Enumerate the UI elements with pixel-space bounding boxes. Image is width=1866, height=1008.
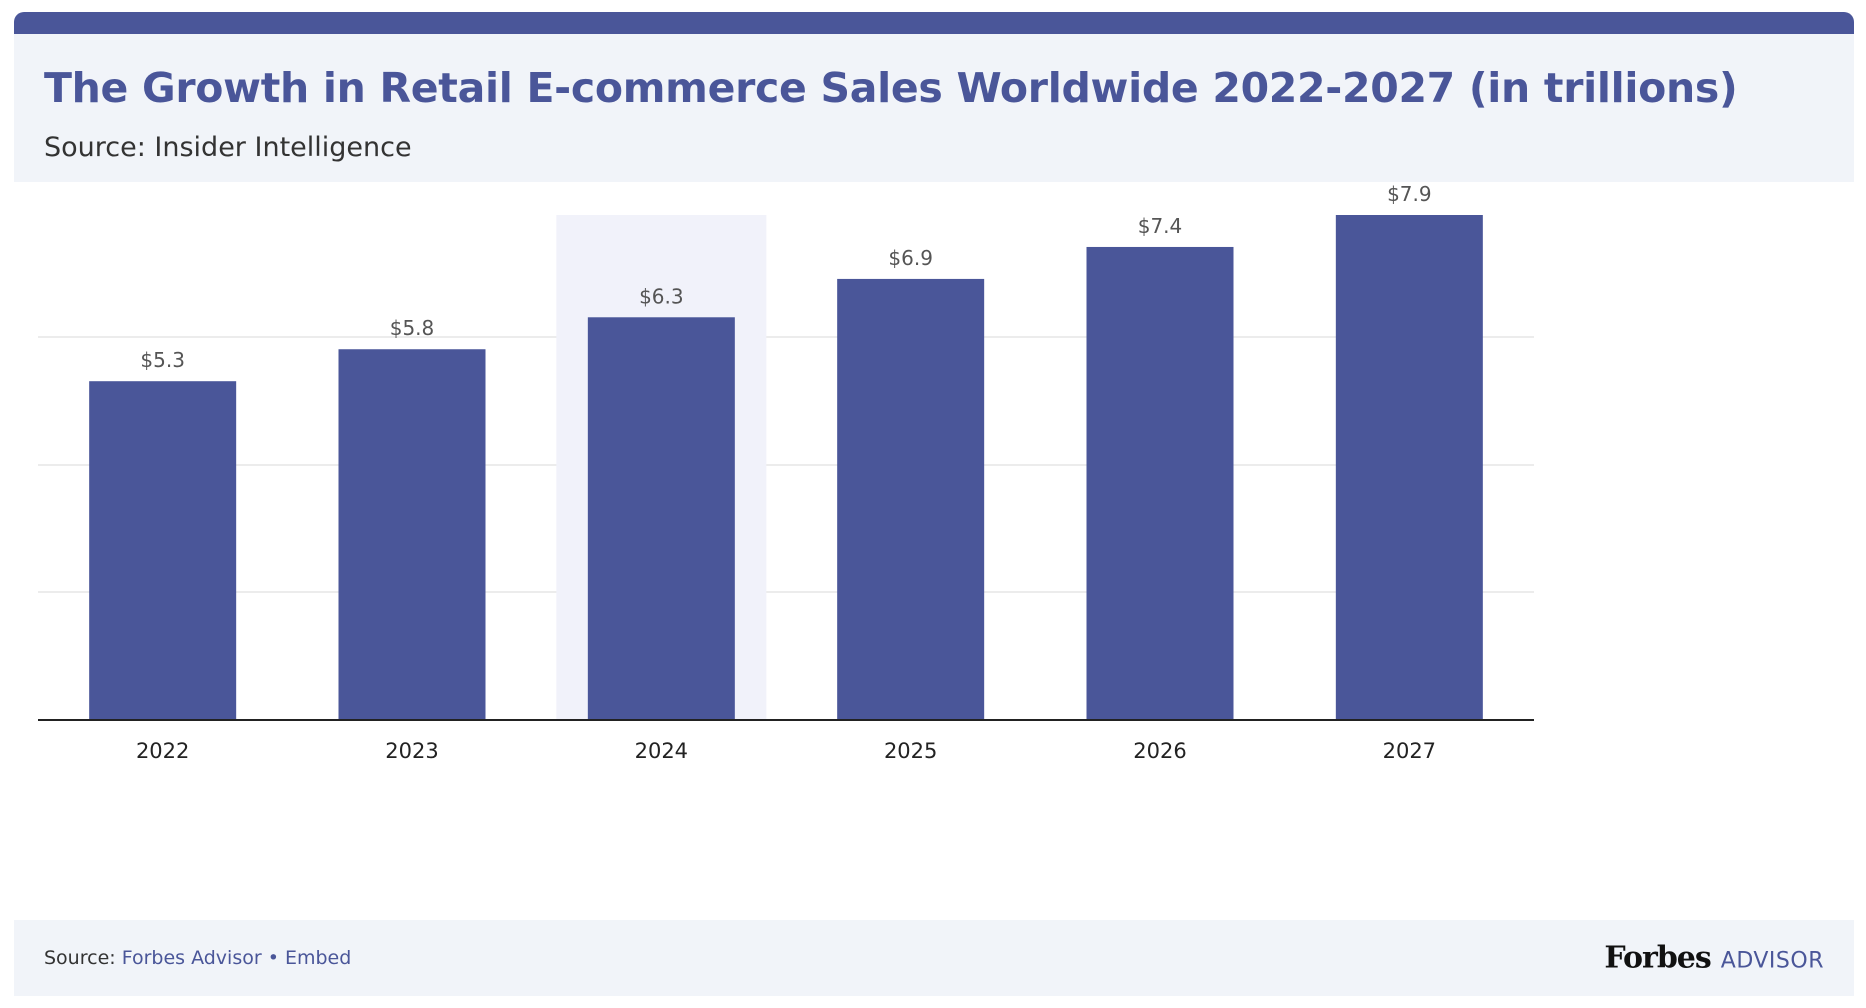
x-tick-2023: 2023 [385,739,438,763]
bar-2027 [1335,215,1483,720]
bar-2023 [338,349,486,720]
value-label-2026: $7.4 [1138,214,1183,238]
footer-separator: • [261,947,285,969]
value-label-2025: $6.9 [888,246,933,270]
top-accent-bar [14,12,1854,34]
value-label-2027: $7.9 [1387,182,1432,206]
bar-2022 [89,381,237,720]
bar-2025 [837,278,985,720]
forbes-advisor-logo: Forbes ADVISOR [1604,941,1824,976]
bar-2026 [1086,246,1234,720]
x-tick-2024: 2024 [635,739,688,763]
x-tick-2025: 2025 [884,739,937,763]
value-labels: $5.3 $5.8 $6.3 $6.9 $7.4 $7.9 [140,182,1431,372]
x-tick-2027: 2027 [1383,739,1436,763]
x-tick-labels: 2022 2023 2024 2025 2026 2027 [136,739,1436,763]
footer-source: Source: Forbes Advisor • Embed [44,947,351,969]
forbes-advisor-link[interactable]: Forbes Advisor [121,947,262,969]
embed-link[interactable]: Embed [284,947,352,969]
x-tick-2026: 2026 [1133,739,1186,763]
value-label-2024: $6.3 [639,284,684,308]
bar-2024 [587,317,735,720]
value-label-2023: $5.8 [390,316,435,340]
chart-card: The Growth in Retail E-commerce Sales Wo… [14,12,1854,996]
chart-title: The Growth in Retail E-commerce Sales Wo… [44,64,1738,112]
gridlines [38,336,1534,593]
chart-header: The Growth in Retail E-commerce Sales Wo… [14,34,1854,182]
value-label-2022: $5.3 [140,348,185,372]
x-tick-2022: 2022 [136,739,189,763]
footer-source-label: Source: [44,947,122,969]
logo-advisor-wordmark: ADVISOR [1720,948,1824,974]
chart-footer: Source: Forbes Advisor • Embed Forbes AD… [14,920,1854,996]
logo-forbes-wordmark: Forbes [1604,940,1711,976]
bars [89,215,1483,720]
bar-chart: $5.3$5.8$6.3$6.9$7.4$7.9 2022 2023 2024 202… [38,182,1534,763]
chart-subtitle: Source: Insider Intelligence [44,132,412,163]
